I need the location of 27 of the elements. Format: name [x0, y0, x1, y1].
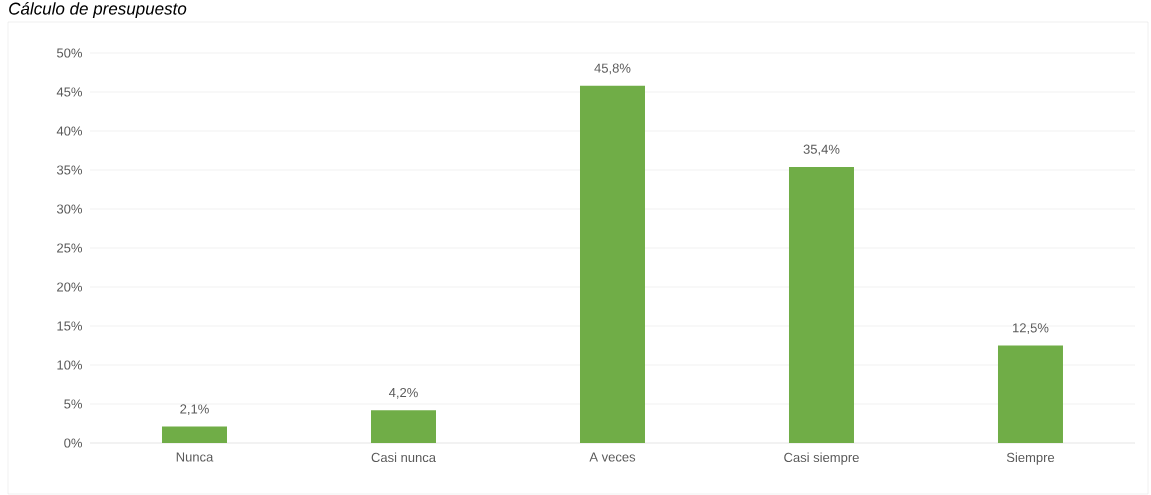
bar	[997, 345, 1063, 443]
y-tick-label: 35%	[56, 165, 83, 175]
y-tick-label: 5%	[64, 399, 83, 409]
bar	[579, 85, 645, 443]
bar	[788, 166, 854, 443]
x-tick-label: Casi nunca	[371, 452, 436, 463]
chart-title: Cálculo de presupuesto	[9, 1, 187, 19]
data-label: 45,8%	[594, 63, 631, 75]
y-tick-label: 20%	[57, 282, 83, 292]
y-tick-label: 0%	[64, 438, 83, 448]
bar	[371, 410, 436, 443]
data-label: 4,2%	[388, 387, 418, 399]
x-tick-label: A veces	[589, 452, 636, 462]
x-tick-label: Casi siempre	[784, 452, 859, 465]
y-tick-label: 10%	[57, 360, 83, 370]
y-tick-label: 15%	[57, 321, 83, 331]
data-label: 12,5%	[1013, 323, 1049, 334]
data-label: 35,4%	[803, 144, 840, 156]
x-tick-label: Siempre	[1006, 452, 1055, 465]
data-label: 2,1%	[180, 404, 209, 416]
y-tick-label: 50%	[56, 48, 83, 58]
bar	[162, 426, 227, 443]
y-tick-label: 25%	[57, 243, 83, 253]
y-tick-label: 45%	[56, 87, 83, 97]
y-tick-label: 40%	[56, 126, 83, 136]
x-tick-label: Nunca	[176, 452, 214, 462]
y-tick-label: 30%	[56, 204, 83, 214]
